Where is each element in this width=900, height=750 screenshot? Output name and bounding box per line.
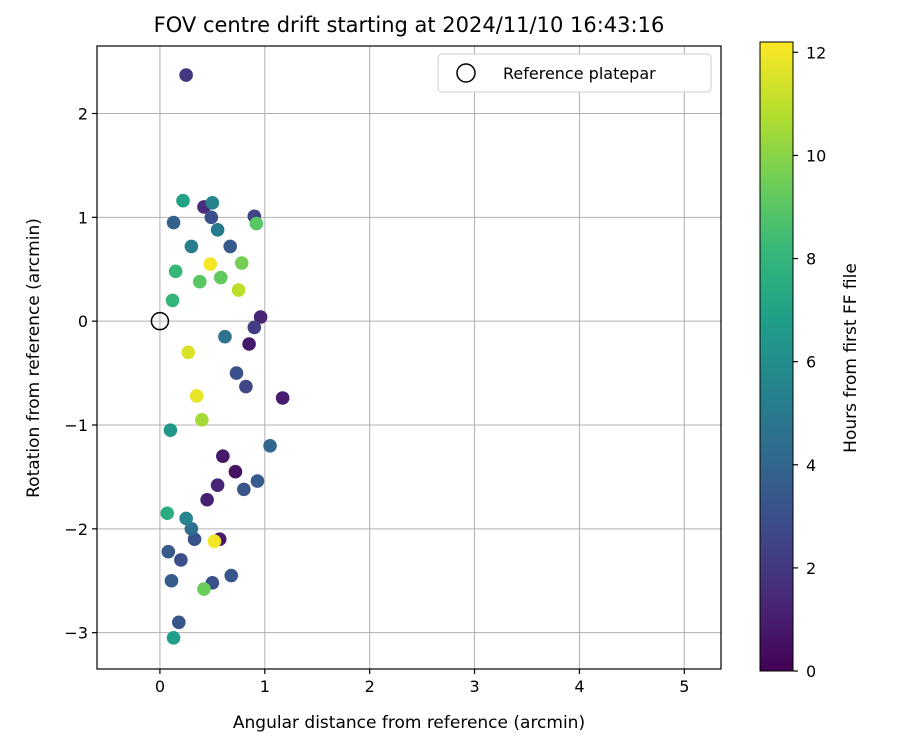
x-tick-label: 2: [365, 677, 375, 696]
data-point: [263, 438, 277, 453]
data-point: [184, 239, 199, 254]
data-point: [168, 264, 183, 279]
data-point: [249, 216, 264, 231]
data-point: [176, 193, 190, 208]
data-point: [187, 532, 202, 547]
legend: Reference platepar: [437, 53, 712, 93]
data-point: [189, 389, 204, 403]
data-point: [200, 492, 214, 507]
data-point: [161, 544, 176, 559]
data-point: [166, 631, 181, 645]
data-point: [207, 534, 222, 549]
reference-platepar-marker: [150, 311, 170, 331]
data-point: [192, 274, 207, 289]
scatter-points: [160, 68, 290, 645]
colorbar-tick-label: 2: [806, 559, 816, 578]
data-point: [197, 582, 211, 596]
colorbar-tick-label: 8: [806, 250, 816, 269]
x-tick-label: 5: [679, 677, 689, 696]
data-point: [174, 553, 188, 567]
legend-marker-icon: [456, 63, 476, 83]
colorbar-label: Hours from first FF file: [841, 263, 861, 453]
data-point: [213, 270, 228, 285]
x-tick-label: 0: [155, 677, 165, 696]
plot-frame: [96, 45, 722, 670]
y-tick-label: 2: [78, 104, 88, 123]
y-axis-label: Rotation from reference (arcmin): [24, 218, 44, 498]
data-point: [231, 283, 246, 297]
data-point: [237, 482, 251, 497]
data-point: [218, 329, 232, 344]
data-point: [275, 391, 290, 405]
data-point: [179, 68, 193, 82]
data-point: [216, 449, 230, 463]
data-point: [179, 511, 193, 526]
x-tick-label: 3: [469, 677, 479, 696]
chart-title: FOV centre drift starting at 2024/11/10 …: [154, 13, 665, 37]
data-point: [165, 293, 180, 308]
colorbar-ticks: 0 2 4 6 8 10 12: [793, 43, 826, 681]
colorbar-tick-label: 4: [806, 456, 816, 475]
data-point: [247, 320, 262, 335]
legend-label: Reference platepar: [503, 64, 656, 83]
legend-box: [437, 53, 712, 93]
y-tick-label: 1: [78, 208, 88, 227]
data-point: [239, 379, 253, 394]
data-point: [253, 310, 268, 324]
y-tick-label: −3: [64, 624, 88, 643]
data-point: [210, 222, 225, 237]
data-point: [181, 345, 196, 360]
data-point: [160, 506, 175, 521]
x-tick-label: 4: [574, 677, 584, 696]
data-point: [164, 573, 179, 588]
y-tick-label: −2: [64, 520, 88, 539]
grid-lines: [97, 46, 721, 669]
data-point: [210, 478, 225, 493]
colorbar: 0 2 4 6 8 10 12 Hours from first FF file: [759, 41, 861, 681]
data-point: [224, 568, 239, 583]
colorbar-gradient: [759, 41, 794, 672]
data-point: [203, 257, 218, 271]
x-axis-ticks: 0 1 2 3 4 5: [155, 669, 689, 696]
data-point: [166, 215, 181, 230]
data-point: [234, 256, 249, 270]
data-point: [229, 366, 244, 380]
data-point: [184, 522, 199, 536]
y-tick-label: −1: [64, 416, 88, 435]
data-point: [163, 423, 178, 437]
colorbar-tick-label: 0: [806, 662, 816, 681]
x-tick-label: 1: [260, 677, 270, 696]
colorbar-tick-label: 10: [806, 146, 826, 165]
data-point: [250, 474, 265, 488]
data-point: [228, 464, 243, 479]
data-point: [223, 239, 237, 254]
data-point: [172, 615, 186, 630]
colorbar-tick-label: 12: [806, 43, 826, 62]
data-point: [195, 413, 209, 427]
colorbar-tick-label: 6: [806, 353, 816, 372]
y-tick-label: 0: [78, 312, 88, 331]
x-axis-label: Angular distance from reference (arcmin): [233, 713, 585, 733]
data-point: [205, 195, 220, 210]
data-point: [242, 337, 256, 351]
y-axis-ticks: −3 −2 −1 0 1 2: [64, 104, 97, 643]
data-point: [204, 210, 219, 225]
